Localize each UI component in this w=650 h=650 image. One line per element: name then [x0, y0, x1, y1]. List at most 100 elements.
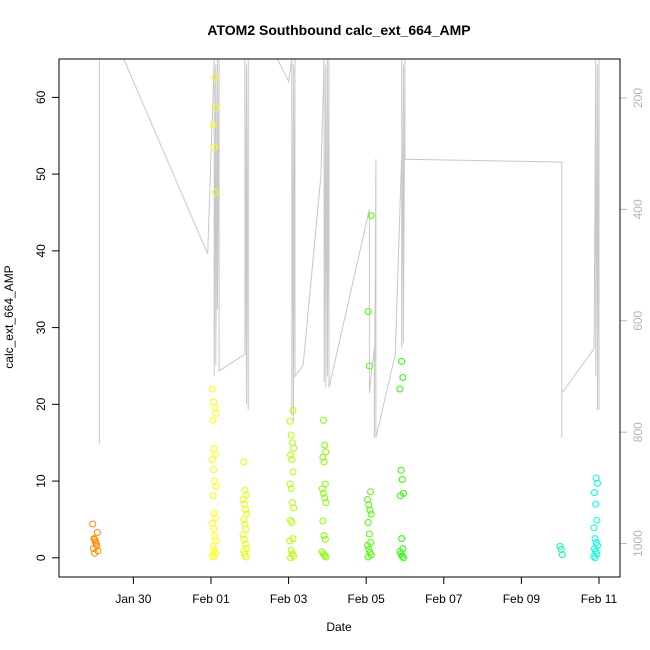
data-point: [321, 494, 329, 502]
data-point: [242, 540, 249, 548]
data-point: [209, 416, 217, 424]
data-point: [210, 525, 218, 533]
y-tick-label: 40: [34, 244, 48, 258]
chart-title: ATOM2 Southbound calc_ext_664_AMP: [207, 22, 470, 38]
data-point: [209, 492, 217, 500]
data-point: [320, 532, 328, 540]
data-point: [94, 547, 102, 555]
data-point: [286, 537, 294, 545]
data-point: [240, 515, 248, 523]
data-point: [318, 485, 326, 493]
y-tick-label: 0: [34, 554, 48, 561]
y-tick-label: 10: [34, 474, 48, 488]
data-point: [590, 552, 598, 560]
data-point: [241, 486, 249, 494]
data-point: [208, 552, 216, 559]
data-point: [365, 501, 373, 509]
data-point: [398, 535, 406, 543]
data-point: [289, 407, 297, 414]
data-point: [288, 456, 296, 464]
secondary-series-line: [98, 59, 600, 444]
data-point: [288, 499, 296, 507]
data-point: [364, 519, 372, 526]
data-point: [239, 531, 247, 539]
data-point: [319, 517, 327, 525]
data-point: [365, 530, 373, 538]
data-point: [212, 103, 220, 111]
x-tick-label: Feb 01: [192, 592, 230, 606]
data-point: [239, 496, 247, 503]
data-point: [396, 385, 404, 393]
y-right-tick-label: 800: [631, 422, 645, 442]
plot-frame: [58, 58, 621, 578]
data-point: [212, 410, 220, 417]
data-point: [90, 535, 98, 543]
data-point: [240, 535, 248, 543]
data-point: [208, 456, 216, 464]
data-point: [92, 539, 100, 546]
y-axis-right: 200 400 600 800 1000: [619, 88, 645, 557]
data-point: [364, 308, 372, 315]
x-tick-label: Feb 09: [503, 592, 541, 606]
data-point: [322, 553, 330, 561]
data-point: [594, 479, 601, 487]
y-axis-label: calc_ext_664_AMP: [2, 265, 16, 368]
y-axis: 0 10 20 30 40 50 60: [34, 90, 60, 561]
points-layer: [89, 73, 601, 562]
x-tick-label: Feb 07: [425, 592, 463, 606]
data-point: [320, 458, 328, 466]
data-point: [364, 542, 372, 549]
data-point: [242, 525, 250, 533]
data-point: [397, 466, 405, 474]
data-point: [320, 416, 327, 424]
data-point: [93, 542, 101, 550]
data-point: [210, 143, 218, 151]
data-point: [591, 489, 598, 497]
x-tick-label: Feb 03: [270, 592, 308, 606]
data-point: [290, 504, 298, 512]
x-tick-label: Feb 11: [581, 592, 618, 606]
data-point: [287, 431, 295, 439]
data-point: [590, 524, 598, 532]
data-point: [366, 506, 374, 514]
data-point: [367, 488, 375, 496]
data-point: [210, 466, 218, 474]
data-point: [288, 519, 296, 526]
data-point: [322, 499, 330, 507]
data-point: [320, 489, 327, 497]
data-point: [399, 374, 407, 381]
x-tick-label: Jan 30: [115, 592, 151, 606]
x-axis: Jan 30 Feb 01 Feb 03 Feb 05 Feb 07 Feb 09 Feb …: [115, 576, 618, 606]
data-point: [93, 529, 101, 536]
data-point: [398, 476, 406, 483]
y-tick-label: 50: [34, 167, 48, 181]
data-point: [592, 500, 600, 508]
data-point: [211, 403, 219, 411]
data-point: [593, 516, 601, 524]
data-point: [286, 417, 294, 425]
data-point: [289, 468, 297, 476]
data-point: [212, 537, 220, 545]
x-tick-label: Feb 05: [347, 592, 385, 606]
data-point: [322, 448, 330, 456]
data-point: [286, 480, 294, 488]
data-point: [591, 535, 599, 543]
data-point: [397, 492, 404, 500]
data-point: [365, 362, 373, 370]
data-point: [242, 553, 250, 561]
data-point: [557, 545, 565, 553]
data-point: [209, 121, 217, 129]
data-point: [240, 458, 248, 466]
x-axis-label: Date: [326, 620, 352, 634]
data-point: [209, 542, 217, 550]
data-point: [211, 532, 219, 540]
y-right-tick-label: 1000: [631, 530, 645, 557]
data-point: [287, 485, 295, 493]
data-point: [290, 444, 298, 452]
data-point: [367, 510, 375, 518]
secondary-line-layer: [98, 59, 600, 444]
data-point: [556, 542, 564, 550]
data-point: [211, 477, 219, 485]
data-point: [398, 552, 406, 560]
